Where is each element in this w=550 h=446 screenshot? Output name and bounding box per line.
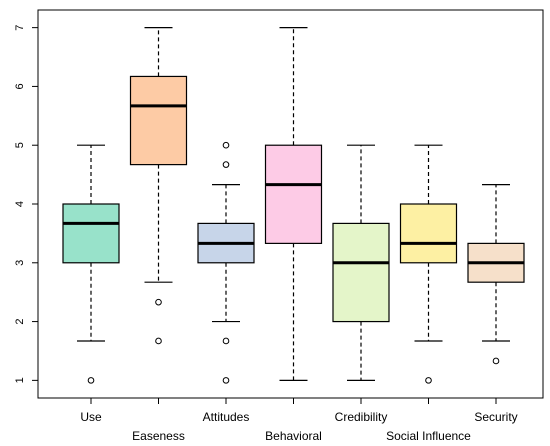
x-tick-label: Security [474, 410, 517, 424]
y-tick-label: 5 [14, 142, 26, 148]
y-tick-label: 7 [14, 25, 26, 31]
outlier-point [155, 337, 162, 345]
x-tick-label: Use [80, 410, 102, 424]
x-tick-label: Easeness [132, 429, 185, 443]
x-tick-label: Credibility [335, 410, 388, 424]
outlier-point [155, 298, 162, 306]
box-3 [264, 144, 323, 244]
outlier-point [425, 377, 432, 384]
y-tick-label: 4 [14, 201, 26, 207]
y-tick-label: 1 [14, 377, 26, 383]
box-4 [332, 222, 390, 323]
box-0 [62, 203, 120, 264]
outlier-point [492, 357, 500, 365]
x-tick-label: Behavioral [265, 429, 322, 443]
outlier-point [222, 141, 230, 149]
y-tick-label: 3 [14, 260, 26, 266]
outlier-point [222, 377, 230, 384]
outlier-point [222, 337, 230, 345]
box-5 [399, 203, 458, 264]
x-tick-label: Social Influence [386, 429, 471, 443]
y-tick-label: 6 [14, 83, 26, 89]
x-tick-label: Attitudes [203, 410, 250, 424]
y-tick-label: 2 [14, 319, 26, 325]
outlier-point [87, 377, 95, 384]
box-1 [129, 75, 188, 166]
outlier-point [222, 161, 230, 168]
